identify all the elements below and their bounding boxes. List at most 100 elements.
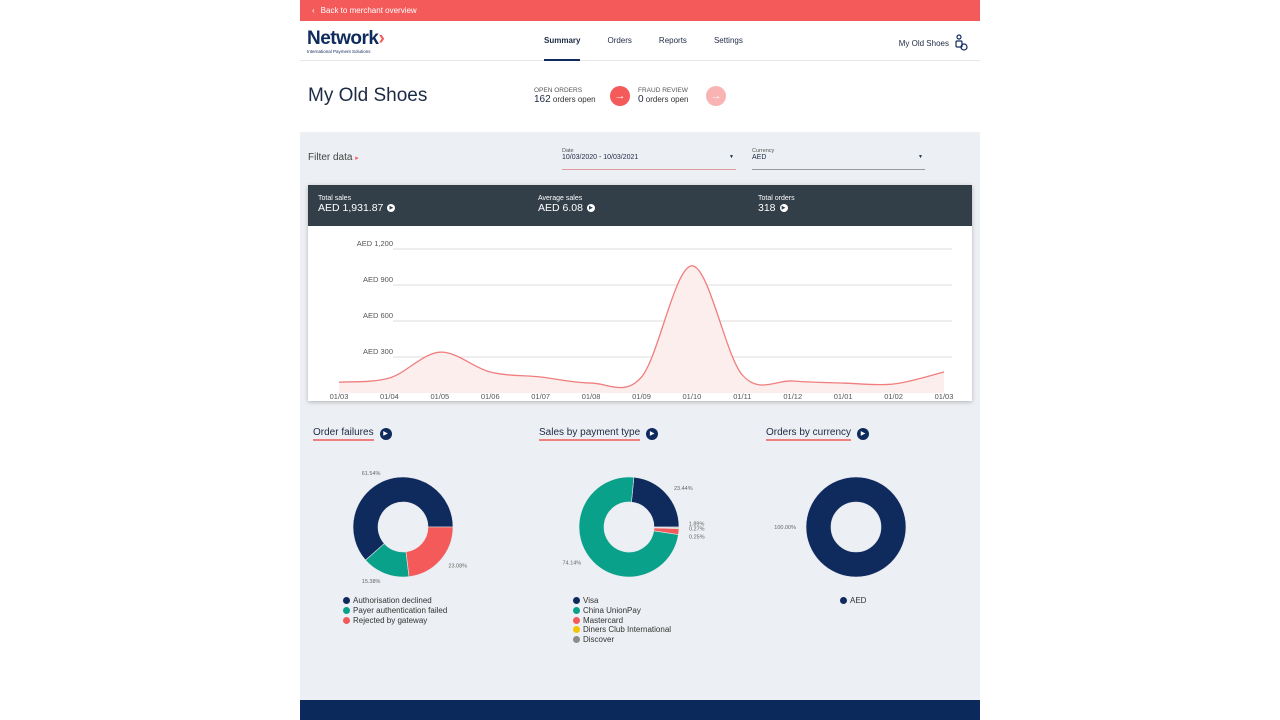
kpi-value: AED 1,931.87 [318,202,384,214]
caret-down-icon: ▼ [918,154,923,160]
footer [300,700,980,720]
x-tick-label: 01/01 [834,392,853,401]
x-tick-label: 01/08 [582,392,601,401]
legend-dot-icon [573,606,580,614]
section-title: Sales by payment type [539,427,641,441]
x-tick-label: 01/06 [481,392,500,401]
legend-label: Rejected by gateway [353,615,428,625]
date-dropdown[interactable]: Date 10/03/2020 - 10/03/2021 ▼ [562,148,736,170]
logo-text: Network [307,28,379,49]
fraud-review-stat: FRAUD REVIEW 0 orders open [638,87,689,105]
date-value: 10/03/2020 - 10/03/2021 [562,154,639,161]
y-tick-label: AED 600 [363,311,393,320]
slice-label: 23.44% [674,486,693,492]
merchant-switch-icon [955,34,968,51]
legend-label: AED [850,596,867,605]
legend-dot-icon [573,626,580,634]
legend-label: Visa [583,596,599,605]
kpi-label: Total sales [318,195,352,202]
legend-item[interactable]: Mastercard [573,616,671,626]
tab-settings[interactable]: Settings [713,36,743,45]
legend-label: Authorisation declined [353,596,432,605]
logo-subtitle: International Payment Solutions [307,49,371,54]
donut-slice [352,476,454,561]
legend-dot-icon [573,616,580,624]
kpi-total-orders[interactable]: Total orders 318 ▶ [758,195,795,214]
legend-item[interactable]: Diners Club International [573,625,671,635]
filter-label-text: Filter data [308,152,353,163]
legend-dot-icon [840,597,847,604]
fraud-review-suffix: orders open [645,95,689,104]
legend-item[interactable]: Discover [573,635,671,645]
tab-reports[interactable]: Reports [658,36,687,45]
kpi-value: AED 6.08 [538,202,583,214]
sales-by-payment-header[interactable]: Sales by payment type ▶ [539,427,659,441]
kpi-average-sales[interactable]: Average sales AED 6.08 ▶ [538,195,595,214]
filter-data-label: Filter data ▸ [308,152,359,163]
order-failures-header[interactable]: Order failures ▶ [313,427,392,441]
currency-dropdown[interactable]: Currency AED ▼ [752,148,925,170]
legend-label: China UnionPay [583,605,641,615]
slice-label: 0.25% [689,534,705,540]
x-tick-label: 01/11 [733,392,751,401]
merchant-menu[interactable]: My Old Shoes [899,34,968,52]
play-icon: ▶ [586,204,595,212]
sales-chart-card: Total sales AED 1,931.87 ▶ Average sales AE… [308,185,972,401]
legend-label: Diners Club International [583,625,672,635]
sales-line [338,265,945,389]
play-icon: ▶ [646,428,659,440]
legend-item[interactable]: China UnionPay [573,606,671,616]
orders-by-currency-header[interactable]: Orders by currency ▶ [766,427,870,441]
x-tick-label: 01/09 [632,392,651,401]
open-orders-stat: OPEN ORDERS 162 orders open [534,87,596,105]
tab-summary[interactable]: Summary [544,21,581,61]
slice-label: 61.54% [362,471,381,477]
currency-legend: AED [840,596,866,606]
open-orders-arrow-button[interactable]: → [610,86,630,106]
legend-dot-icon [343,606,350,614]
y-tick-label: AED 300 [363,347,393,356]
chevron-left-icon: ‹ [312,6,315,15]
legend-item[interactable]: Visa [573,596,671,606]
open-orders-label: OPEN ORDERS [534,87,583,94]
slice-label: 74.14% [563,561,582,567]
slice-label: 0.27% [689,526,705,532]
page: ‹ Back to merchant overview Network› Inter… [300,0,980,720]
back-label: Back to merchant overview [320,6,417,15]
legend-label: Mastercard [583,615,624,625]
kpi-value: 318 [758,202,776,214]
play-icon: ▶ [779,204,788,212]
fraud-review-arrow-button[interactable]: → [706,86,726,106]
kpi-label: Total orders [758,195,795,202]
currency-label: Currency [752,148,775,154]
merchant-name: My Old Shoes [898,38,949,48]
order-failures-legend: Authorisation declined Payer authenticati… [343,596,447,625]
caret-down-icon: ▼ [729,154,734,160]
legend-item[interactable]: Rejected by gateway [343,616,447,626]
sales-line-chart: AED 300 AED 600 AED 900 AED 1,200 01/03 01/04… [330,239,954,401]
kpi-label: Average sales [538,195,583,202]
date-label: Date [562,148,574,154]
x-tick-label: 01/03 [330,392,349,401]
currency-value: AED [752,154,767,161]
legend-item[interactable]: AED [840,596,866,606]
play-icon: ▶ [379,428,392,440]
tab-orders[interactable]: Orders [607,36,632,45]
slice-label: 23.08% [448,563,467,569]
legend-dot-icon [573,636,580,644]
legend-item[interactable]: Authorisation declined [343,596,447,606]
x-tick-label: 01/05 [430,392,449,401]
play-icon: ▶ [387,204,396,212]
logo[interactable]: Network› International Payment Solutions [307,28,385,54]
legend-item[interactable]: Payer authentication failed [343,606,447,616]
legend-label: Payer authentication failed [353,605,448,615]
y-tick-label: AED 900 [363,275,393,284]
fraud-review-count: 0 [638,94,644,105]
open-orders-count: 162 [534,94,551,105]
legend-dot-icon [343,597,350,604]
header: Network› International Payment Solutions … [300,21,980,61]
kpi-total-sales[interactable]: Total sales AED 1,931.87 ▶ [318,195,396,214]
back-to-merchant-link[interactable]: ‹ Back to merchant overview [300,0,980,21]
x-tick-label: 01/07 [531,392,550,401]
area-fill [339,265,944,393]
